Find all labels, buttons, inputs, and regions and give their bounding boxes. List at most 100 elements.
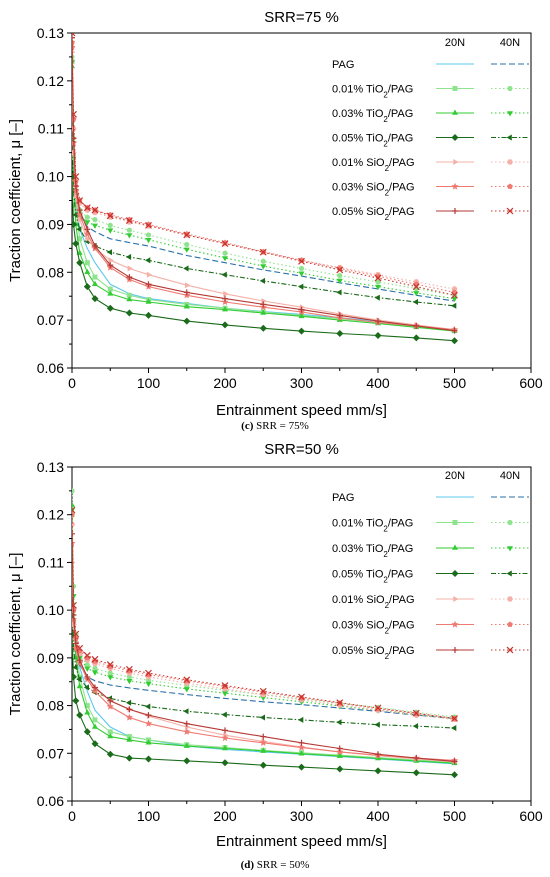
legend-label: 0.03% TiO2/PAG (332, 108, 413, 124)
data-point (183, 742, 190, 748)
data-point (72, 43, 76, 51)
data-point (221, 759, 229, 767)
y-tick-label: 0.08 (37, 698, 64, 714)
data-point (106, 702, 114, 710)
legend-label: 0.01% TiO2/PAG (332, 518, 413, 534)
chart-c-svg: SRR=75 % 0 100 200 300 400 500 600 0.06 0.07 0.08 0… (7, 9, 543, 419)
data-point (183, 728, 191, 735)
data-point (125, 754, 133, 762)
data-point (259, 277, 265, 284)
data-point (412, 709, 420, 717)
legend-marker (452, 86, 458, 91)
x-tick-label: 400 (366, 808, 390, 824)
series-6 (72, 630, 458, 779)
legend-label: PAG (332, 59, 354, 71)
data-point (222, 306, 228, 312)
legend-label: 0.01% SiO2/PAG (332, 157, 415, 173)
data-point (145, 238, 152, 244)
data-point (260, 258, 266, 264)
legend-label: 0.03% SiO2/PAG (332, 620, 415, 636)
y-tick-label: 0.09 (37, 216, 64, 232)
legend-label: 0.05% SiO2/PAG (332, 206, 415, 222)
y-tick-label: 0.11 (38, 554, 64, 570)
data-point (84, 703, 90, 709)
data-point (412, 769, 420, 777)
legend-label: 0.05% TiO2/PAG (332, 569, 413, 585)
data-point (108, 257, 114, 264)
data-point (413, 291, 420, 297)
data-point (127, 265, 133, 272)
data-point (84, 214, 90, 220)
data-point (451, 291, 458, 299)
legend-marker (452, 520, 458, 525)
series-line (72, 56, 455, 296)
data-point (92, 217, 98, 223)
x-tick-label: 200 (213, 808, 237, 824)
data-point (144, 719, 153, 727)
data-point (336, 719, 342, 726)
legend-marker (506, 207, 514, 215)
data-point (145, 669, 152, 677)
data-point (259, 324, 267, 332)
x-tick-label: 600 (519, 375, 543, 391)
data-point (84, 709, 91, 715)
data-point (374, 294, 380, 301)
y-tick-label: 0.10 (37, 169, 64, 185)
data-point (146, 271, 152, 278)
data-point (107, 733, 114, 739)
data-point (185, 282, 191, 289)
data-point (83, 230, 91, 238)
data-point (126, 679, 133, 685)
data-point (84, 226, 91, 233)
legend-marker (451, 620, 459, 628)
data-point (145, 311, 152, 319)
legend-marker (507, 519, 513, 526)
data-point (106, 661, 114, 668)
data-point (221, 682, 229, 689)
y-axis-label: Traction coefficient, μ [–] (7, 553, 24, 716)
x-tick-label: 600 (519, 808, 543, 824)
data-point (107, 222, 113, 228)
series-line (72, 61, 455, 332)
data-point (183, 231, 191, 239)
data-point (106, 249, 112, 256)
data-point (84, 673, 91, 680)
data-point (183, 289, 190, 296)
legend-header-20n: 20N (445, 37, 465, 49)
data-point (336, 289, 342, 296)
legend-marker (507, 546, 513, 552)
y-tick-label: 0.06 (37, 360, 64, 376)
data-point (76, 676, 82, 683)
data-point (126, 706, 133, 713)
plot-area (72, 33, 459, 345)
series-4 (72, 501, 458, 766)
data-point (374, 721, 380, 728)
data-point (259, 714, 265, 721)
data-point (125, 713, 133, 721)
data-point (107, 228, 114, 234)
data-point (183, 303, 190, 309)
data-point (259, 739, 267, 746)
data-point (412, 283, 420, 291)
data-point (92, 717, 98, 723)
series-line (72, 66, 455, 332)
data-point (221, 271, 227, 278)
series-line (72, 509, 455, 720)
data-point (72, 39, 75, 45)
data-point (76, 683, 83, 689)
x-tick-label: 0 (68, 375, 76, 391)
data-point (145, 681, 152, 688)
y-tick-label: 0.11 (38, 121, 64, 137)
data-point (221, 240, 229, 247)
data-point (336, 312, 343, 319)
data-point (126, 233, 133, 239)
data-point (72, 135, 77, 142)
plot-area (72, 488, 459, 779)
data-point (183, 317, 191, 325)
data-point (260, 747, 267, 753)
legend-marker (452, 647, 458, 653)
data-point (145, 739, 152, 745)
series-line (72, 562, 455, 763)
data-point (83, 283, 91, 291)
data-point (72, 611, 77, 618)
